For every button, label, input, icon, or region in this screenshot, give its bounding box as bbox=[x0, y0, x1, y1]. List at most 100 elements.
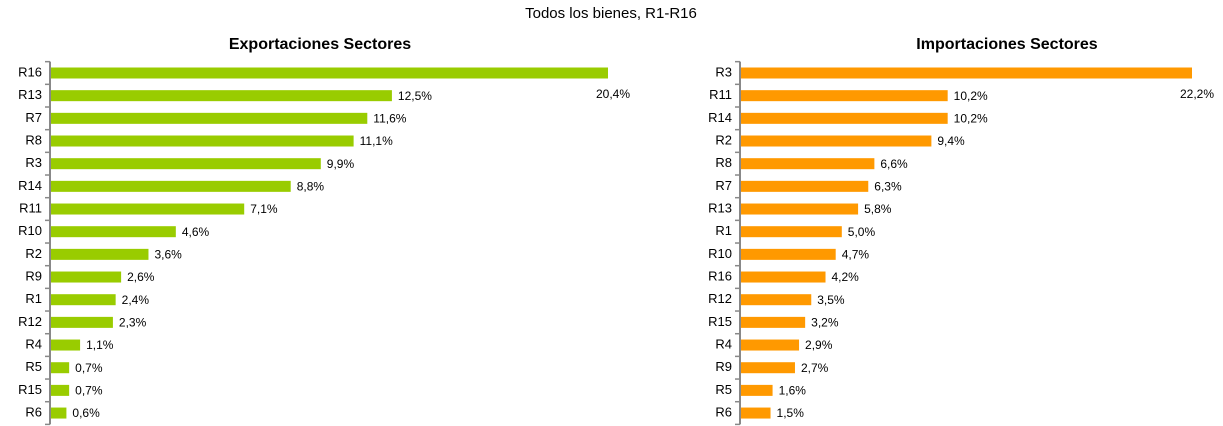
category-label: R12 bbox=[708, 291, 732, 306]
bar bbox=[741, 248, 836, 260]
value-label: 2,3% bbox=[119, 316, 147, 330]
value-label: 20,4% bbox=[596, 87, 630, 101]
category-label: R16 bbox=[18, 64, 42, 79]
value-label: 5,0% bbox=[848, 225, 876, 239]
value-label: 8,8% bbox=[297, 180, 325, 194]
bar bbox=[741, 180, 869, 192]
value-label: 4,7% bbox=[842, 248, 870, 262]
category-label: R14 bbox=[18, 178, 42, 193]
category-label: R12 bbox=[18, 314, 42, 329]
value-label: 1,6% bbox=[779, 384, 807, 398]
category-label: R9 bbox=[715, 359, 732, 374]
value-label: 6,3% bbox=[874, 180, 902, 194]
bar bbox=[741, 226, 842, 238]
value-label: 4,2% bbox=[832, 270, 860, 284]
bar bbox=[51, 316, 113, 328]
value-label: 7,1% bbox=[250, 202, 278, 216]
category-label: R8 bbox=[715, 155, 732, 170]
value-label: 11,6% bbox=[373, 112, 406, 126]
category-label: R16 bbox=[708, 268, 732, 283]
bar bbox=[741, 362, 795, 374]
category-label: R7 bbox=[715, 178, 732, 193]
category-label: R2 bbox=[715, 132, 732, 147]
chart-title: Importaciones Sectores bbox=[916, 36, 1098, 53]
category-label: R11 bbox=[709, 87, 732, 102]
bar bbox=[741, 90, 948, 102]
category-label: R1 bbox=[25, 291, 42, 306]
category-label: R3 bbox=[715, 64, 732, 79]
bar bbox=[51, 248, 149, 260]
bar bbox=[51, 271, 122, 283]
bar bbox=[741, 271, 826, 283]
bar bbox=[741, 203, 859, 215]
category-label: R9 bbox=[25, 268, 42, 283]
category-label: R4 bbox=[715, 336, 732, 351]
category-label: R15 bbox=[18, 382, 42, 397]
category-label: R5 bbox=[715, 382, 732, 397]
category-label: R6 bbox=[25, 404, 42, 419]
bar bbox=[51, 294, 116, 306]
category-label: R7 bbox=[25, 110, 42, 125]
value-label: 12,5% bbox=[398, 89, 432, 103]
value-label: 6,6% bbox=[880, 157, 908, 171]
value-label: 0,7% bbox=[75, 361, 103, 375]
value-label: 10,2% bbox=[954, 112, 988, 126]
category-label: R15 bbox=[708, 314, 732, 329]
bar bbox=[741, 135, 932, 147]
value-label: 2,9% bbox=[805, 338, 833, 352]
bar bbox=[741, 339, 800, 351]
value-label: 1,5% bbox=[777, 406, 805, 420]
bar bbox=[741, 112, 948, 124]
bar bbox=[51, 362, 70, 374]
bar bbox=[741, 67, 1192, 79]
bar bbox=[51, 158, 321, 170]
bar bbox=[741, 294, 812, 306]
bar bbox=[51, 67, 608, 79]
category-label: R11 bbox=[19, 200, 42, 215]
category-label: R8 bbox=[25, 132, 42, 147]
value-label: 0,7% bbox=[75, 384, 103, 398]
category-label: R3 bbox=[25, 155, 42, 170]
bar bbox=[51, 339, 81, 351]
subtitle: Todos los bienes, R1-R16 bbox=[525, 5, 697, 22]
value-label: 3,2% bbox=[811, 316, 839, 330]
value-label: 5,8% bbox=[864, 202, 892, 216]
value-label: 2,7% bbox=[801, 361, 829, 375]
bar bbox=[51, 90, 392, 102]
value-label: 3,5% bbox=[817, 293, 845, 307]
bar bbox=[741, 316, 806, 328]
category-label: R4 bbox=[25, 336, 42, 351]
bar bbox=[51, 112, 368, 124]
category-label: R1 bbox=[715, 223, 732, 238]
category-label: R13 bbox=[18, 87, 42, 102]
category-label: R2 bbox=[25, 246, 42, 261]
value-label: 11,1% bbox=[360, 134, 393, 148]
value-label: 2,4% bbox=[122, 293, 150, 307]
bar bbox=[741, 384, 773, 396]
value-label: 9,4% bbox=[937, 134, 965, 148]
category-label: R13 bbox=[708, 200, 732, 215]
value-label: 2,6% bbox=[127, 270, 155, 284]
bar bbox=[51, 135, 354, 147]
bar bbox=[741, 158, 875, 170]
category-label: R14 bbox=[708, 110, 732, 125]
value-label: 4,6% bbox=[182, 225, 210, 239]
value-label: 10,2% bbox=[954, 89, 988, 103]
category-label: R10 bbox=[18, 223, 42, 238]
value-label: 0,6% bbox=[72, 406, 100, 420]
value-label: 1,1% bbox=[86, 338, 114, 352]
bar bbox=[51, 226, 176, 238]
value-label: 22,2% bbox=[1180, 87, 1214, 101]
bar bbox=[741, 407, 771, 419]
category-label: R5 bbox=[25, 359, 42, 374]
value-label: 3,6% bbox=[154, 248, 182, 262]
bar bbox=[51, 384, 70, 396]
bar bbox=[51, 180, 291, 192]
value-label: 9,9% bbox=[327, 157, 355, 171]
category-label: R6 bbox=[715, 404, 732, 419]
chart-title: Exportaciones Sectores bbox=[229, 36, 411, 53]
bar bbox=[51, 203, 245, 215]
bar bbox=[51, 407, 67, 419]
